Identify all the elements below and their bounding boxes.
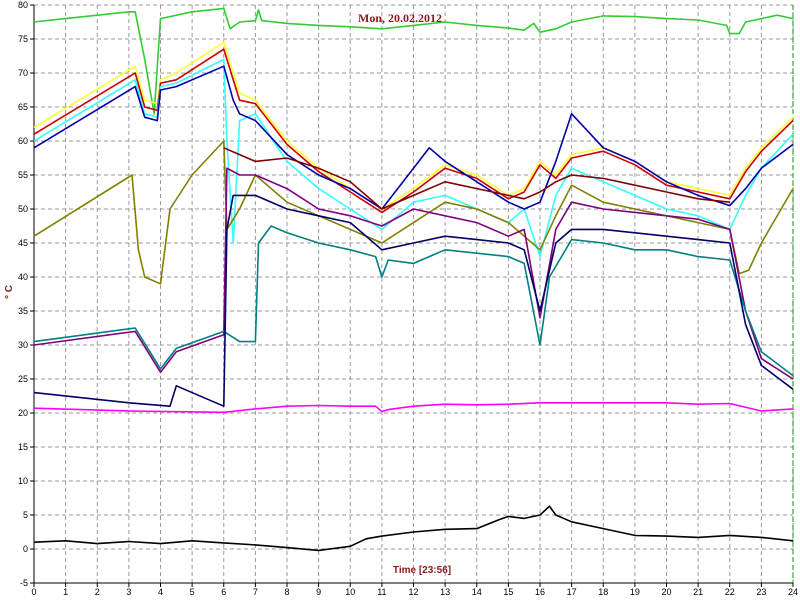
x-axis-label: Time [23:56] <box>393 565 451 576</box>
x-tick-label: 2 <box>95 587 100 597</box>
y-tick-label: 35 <box>18 306 28 316</box>
y-tick-label: 10 <box>18 476 28 486</box>
x-tick-label: 12 <box>408 587 418 597</box>
series-line-11 <box>33 402 794 414</box>
series-line-10 <box>33 194 794 407</box>
x-tick-label: 22 <box>725 587 735 597</box>
x-tick-label: 23 <box>756 587 766 597</box>
x-tick-label: 14 <box>472 587 482 597</box>
y-tick-label: -5 <box>20 578 28 588</box>
x-tick-label: 10 <box>345 587 355 597</box>
x-tick-label: 3 <box>126 587 131 597</box>
y-tick-label: 25 <box>18 374 28 384</box>
series-line-7 <box>223 147 730 210</box>
y-tick-label: 60 <box>18 136 28 146</box>
x-tick-label: 4 <box>158 587 163 597</box>
axis-layer <box>30 4 794 587</box>
y-tick-label: 20 <box>18 408 28 418</box>
y-tick-label: 15 <box>18 442 28 452</box>
x-tick-label: 7 <box>253 587 258 597</box>
y-tick-label: 55 <box>18 170 28 180</box>
y-tick-label: 65 <box>18 102 28 112</box>
x-tick-label: 24 <box>788 587 798 597</box>
series-layer <box>33 7 794 552</box>
tick-labels: 0 1 2 3 4 5 6 7 8 9 10 11 12 13 14 15 16 17 18 19 20 21 22 23 24… <box>18 0 798 597</box>
x-tick-label: 18 <box>598 587 608 597</box>
series-line-12 <box>33 505 794 552</box>
x-tick-label: 19 <box>630 587 640 597</box>
series-line-1 <box>33 7 794 115</box>
y-tick-label: 30 <box>18 340 28 350</box>
y-tick-label: 40 <box>18 272 28 282</box>
series-line-9 <box>33 225 794 377</box>
x-tick-label: 0 <box>31 587 36 597</box>
chart-title: Mon, 20.02.2012 <box>358 11 442 25</box>
y-tick-label: 0 <box>23 544 28 554</box>
grid-layer <box>33 4 794 584</box>
x-tick-label: 13 <box>440 587 450 597</box>
x-tick-label: 16 <box>535 587 545 597</box>
y-tick-label: 50 <box>18 204 28 214</box>
series-line-2 <box>33 41 794 210</box>
x-tick-label: 6 <box>221 587 226 597</box>
x-tick-label: 8 <box>284 587 289 597</box>
y-axis-label: ° C <box>4 285 15 299</box>
series-line-5 <box>33 65 794 210</box>
x-tick-label: 11 <box>377 587 386 597</box>
series-line-8 <box>33 167 794 380</box>
x-tick-label: 21 <box>693 587 703 597</box>
x-tick-label: 15 <box>503 587 513 597</box>
x-tick-label: 5 <box>190 587 195 597</box>
y-tick-label: 70 <box>18 68 28 78</box>
x-tick-label: 1 <box>63 587 68 597</box>
series-line-4 <box>33 58 794 258</box>
y-tick-label: 45 <box>18 238 28 248</box>
series-line-3 <box>33 48 794 214</box>
y-tick-label: 75 <box>18 34 28 44</box>
x-tick-label: 20 <box>661 587 671 597</box>
x-tick-label: 9 <box>316 587 321 597</box>
y-tick-label: 80 <box>18 0 28 10</box>
y-tick-label: 5 <box>23 510 28 520</box>
x-tick-label: 17 <box>567 587 577 597</box>
